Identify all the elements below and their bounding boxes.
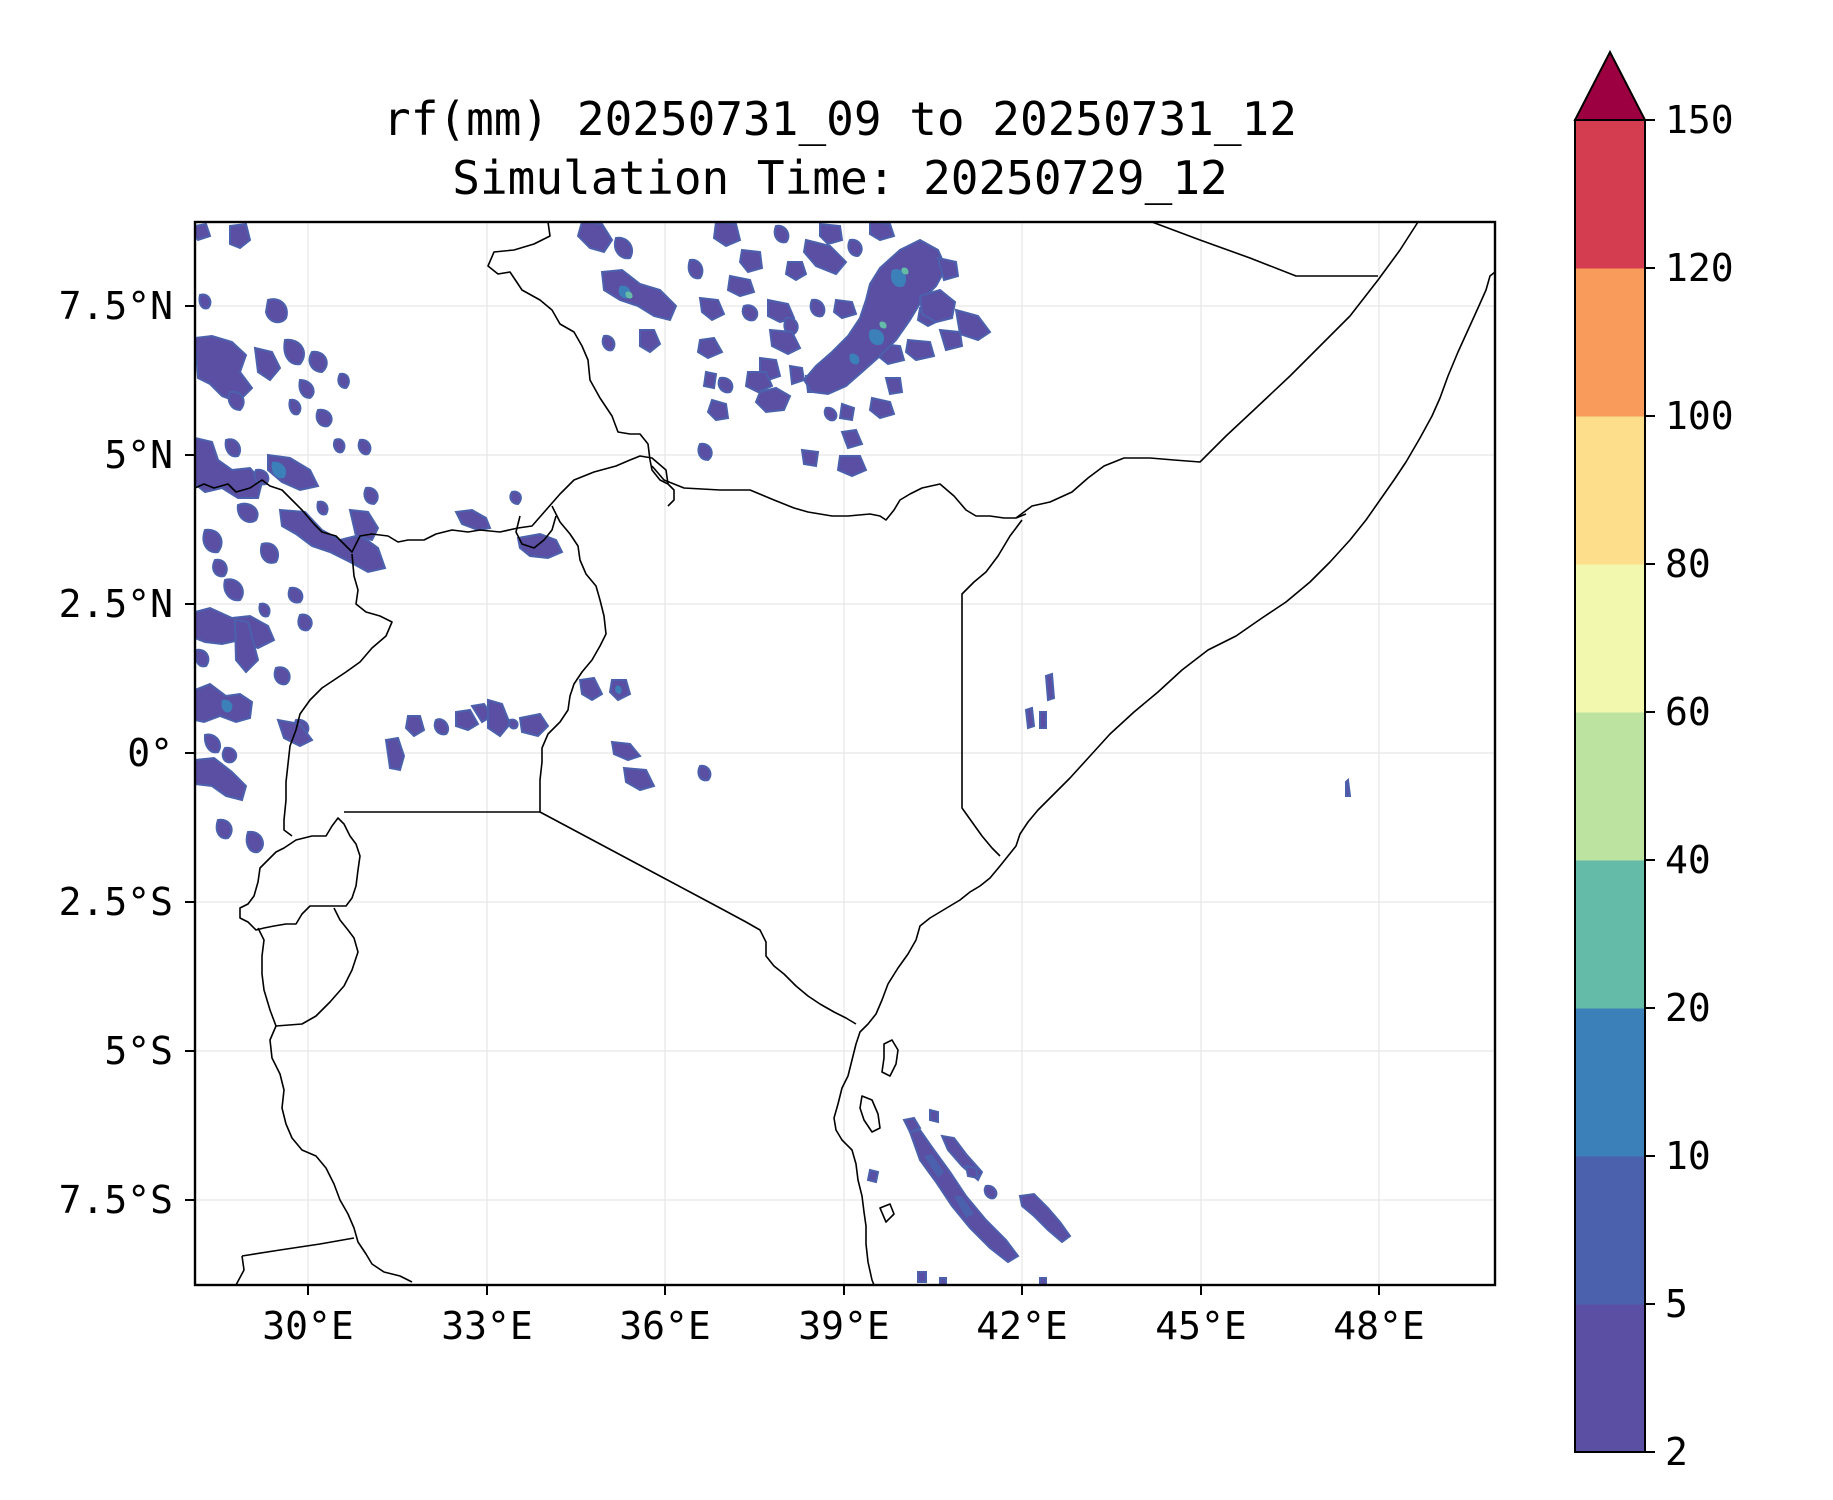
- rwanda-burundi-split: [257, 907, 359, 1027]
- rain-cluster-kenya-east: [1024, 672, 1352, 797]
- colorbar-extend-arrow: [1573, 49, 1647, 121]
- ethiopia-kenya-border: [651, 465, 1027, 521]
- boundaries: [195, 222, 1495, 1285]
- uganda-kenya-border: [539, 505, 607, 812]
- rainfall-field: [195, 222, 1352, 1285]
- rain-cores-escarpment: [618, 269, 907, 365]
- rain-cores-ocean: [924, 1154, 974, 1218]
- x-tick-label: 36°E: [619, 1304, 711, 1348]
- rwanda-burundi-border: [239, 817, 361, 931]
- tanzania-west-border: [269, 1025, 413, 1283]
- zanzibar-island: [859, 1095, 881, 1133]
- colorbar-segment: [1575, 268, 1645, 417]
- y-tick-label: 5°S: [104, 1029, 173, 1073]
- y-tick-label: 5°N: [104, 433, 173, 477]
- kenya-somalia-border: [961, 519, 1023, 857]
- colorbar-tick-label: 5: [1665, 1282, 1688, 1326]
- pemba-island: [881, 1039, 899, 1077]
- x-tick-label: 33°E: [441, 1304, 533, 1348]
- colorbar-segment: [1575, 712, 1645, 861]
- x-tick-label: 39°E: [798, 1304, 890, 1348]
- colorbar-tick-label: 10: [1665, 1134, 1711, 1178]
- rain-cores-ethiopia-teal: [625, 267, 909, 329]
- kenya-tanzania-border: [539, 811, 857, 1025]
- x-tick-label: 42°E: [976, 1304, 1068, 1348]
- ethiopia-west-border: [487, 222, 675, 507]
- lake-victoria-shore: [515, 515, 557, 549]
- rain-cores-uganda: [615, 685, 622, 694]
- gridlines: [195, 222, 1495, 1285]
- x-tick-label: 45°E: [1155, 1304, 1247, 1348]
- map-subtitle: Simulation Time: 20250729_12: [452, 151, 1227, 205]
- ethiopia-somalia-border: [1015, 222, 1419, 519]
- y-tick-label: 0°: [127, 731, 173, 775]
- colorbar-tick-label: 60: [1665, 690, 1711, 734]
- colorbar-tick-label: 2: [1665, 1430, 1688, 1474]
- ethiopia-north-border: [1151, 222, 1378, 277]
- colorbar-tick-label: 100: [1665, 394, 1734, 438]
- rain-band-escarpment: [802, 238, 992, 396]
- rain-cores-west: [221, 461, 287, 713]
- colorbar-segment: [1575, 120, 1645, 269]
- y-tick-label: 7.5°S: [59, 1178, 173, 1222]
- y-axis: 7.5°N 5°N 2.5°N 0° 2.5°S 5°S 7.5°S: [59, 284, 195, 1222]
- y-tick-label: 2.5°N: [59, 582, 173, 626]
- map-panel: [193, 220, 1497, 1287]
- colorbar-outline: [1574, 119, 1646, 1453]
- y-tick-label: 2.5°S: [59, 880, 173, 924]
- rain-cluster-uganda: [384, 490, 712, 792]
- rain-cluster-west: [195, 222, 387, 854]
- colorbar-segment: [1575, 1304, 1645, 1453]
- colorbar-segment: [1575, 564, 1645, 713]
- colorbar-tick-label: 80: [1665, 542, 1711, 586]
- colorbar-tick-label: 40: [1665, 838, 1711, 882]
- x-tick-label: 30°E: [262, 1304, 354, 1348]
- mafia-island: [879, 1203, 895, 1223]
- colorbar-tick-label: 150: [1665, 98, 1734, 142]
- tanzania-zambia-border: [241, 1237, 355, 1257]
- y-tick-label: 7.5°N: [59, 284, 173, 328]
- east-coastline: [833, 271, 1495, 1285]
- x-axis: 30°E 33°E 36°E 39°E 42°E 45°E 48°E: [262, 1285, 1425, 1348]
- colorbar: 2 5 10 20 40 60 80 100 120 150: [1573, 49, 1734, 1474]
- colorbar-segment: [1575, 416, 1645, 565]
- colorbar-tick-label: 120: [1665, 246, 1734, 290]
- map-title: rf(mm) 20250731_09 to 20250731_12: [383, 92, 1297, 146]
- uganda-drc-border: [283, 553, 393, 837]
- colorbar-segment: [1575, 1156, 1645, 1305]
- colorbar-tick-label: 20: [1665, 986, 1711, 1030]
- zambia-sw: [235, 1255, 245, 1285]
- rain-cluster-ocean: [866, 1108, 1072, 1285]
- x-tick-label: 48°E: [1333, 1304, 1425, 1348]
- colorbar-segment: [1575, 860, 1645, 1009]
- colorbar-segment: [1575, 1008, 1645, 1157]
- south-sudan-uganda-border: [195, 455, 669, 553]
